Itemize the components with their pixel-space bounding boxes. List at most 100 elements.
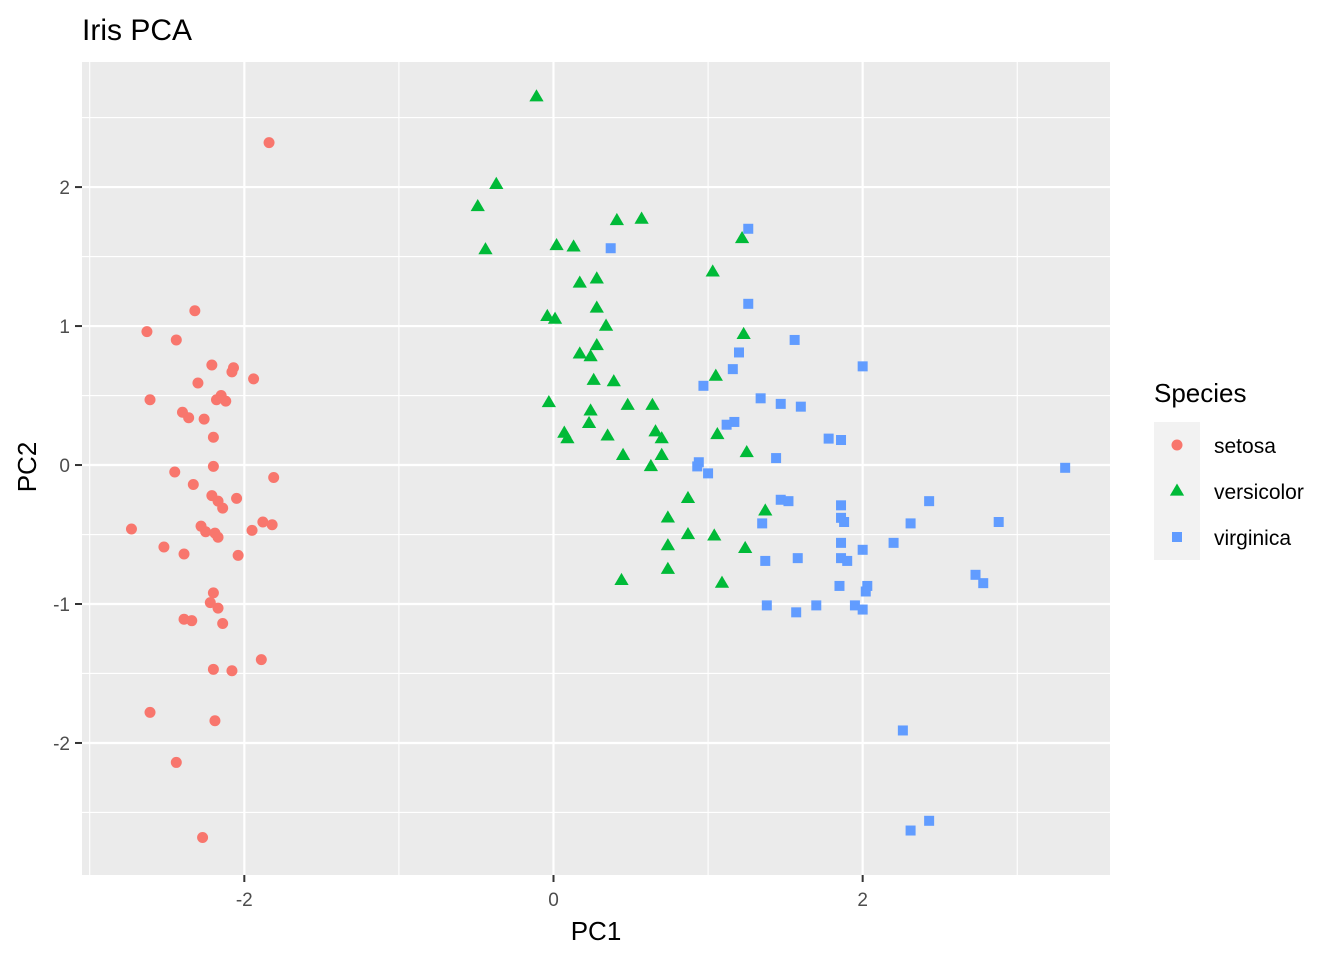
legend: Species setosa versicolor virginica — [1154, 378, 1304, 560]
legend-label-virginica: virginica — [1214, 527, 1291, 550]
y-tick-label: 1 — [59, 317, 70, 338]
virginica-point — [703, 468, 714, 479]
virginica-point — [733, 347, 744, 358]
x-tick-label: -2 — [236, 890, 253, 911]
versicolor-point — [614, 572, 629, 586]
setosa-point — [217, 617, 229, 629]
virginica-point — [839, 517, 850, 528]
setosa-point — [207, 663, 219, 675]
setosa-point — [231, 492, 243, 504]
legend-marker-virginica — [1172, 532, 1182, 542]
setosa-point — [170, 756, 182, 768]
setosa-point — [169, 466, 181, 478]
virginica-point — [862, 580, 873, 591]
x-axis-title: PC1 — [571, 916, 622, 946]
versicolor-point — [643, 458, 659, 472]
versicolor-point — [660, 510, 676, 523]
setosa-point — [226, 665, 238, 677]
setosa-point — [144, 394, 156, 406]
versicolor-point — [581, 415, 597, 428]
setosa-point — [200, 526, 212, 538]
versicolor-point — [660, 561, 676, 574]
versicolor-point — [609, 212, 624, 226]
virginica-point — [836, 553, 847, 564]
versicolor-point — [589, 300, 604, 313]
versicolor-point — [549, 237, 564, 251]
versicolor-point — [547, 311, 563, 324]
setosa-point — [144, 706, 156, 718]
setosa-point — [212, 602, 224, 614]
virginica-point — [775, 494, 786, 505]
virginica-point — [771, 453, 782, 464]
versicolor-point — [710, 426, 725, 440]
versicolor-point — [654, 431, 669, 444]
versicolor-point — [572, 346, 587, 359]
y-tick-label: 0 — [59, 456, 70, 477]
setosa-point — [197, 831, 209, 843]
setosa-point — [189, 305, 201, 317]
setosa-point — [226, 366, 238, 378]
setosa-point — [198, 413, 210, 425]
versicolor-point — [645, 397, 660, 410]
setosa-point — [192, 377, 204, 389]
virginica-point — [836, 435, 847, 446]
virginica-point — [993, 517, 1004, 528]
versicolor-point — [470, 199, 485, 212]
versicolor-point — [583, 349, 598, 362]
virginica-point — [924, 496, 935, 507]
virginica-point — [860, 586, 871, 597]
versicolor-point — [600, 428, 615, 441]
plot-panel — [82, 62, 1110, 875]
setosa-point — [207, 431, 219, 443]
y-tick-label: -1 — [53, 595, 70, 616]
virginica-point — [857, 604, 868, 615]
virginica-point — [857, 361, 868, 372]
virginica-point — [905, 825, 916, 836]
setosa-point — [125, 523, 137, 535]
series-setosa — [125, 137, 280, 843]
setosa-point — [217, 502, 229, 514]
versicolor-point — [707, 528, 722, 541]
versicolor-point — [736, 326, 751, 340]
virginica-point — [924, 815, 935, 826]
x-tick-label: 0 — [548, 890, 559, 911]
virginica-point — [836, 537, 847, 548]
data-points — [125, 89, 1071, 843]
versicolor-point — [589, 338, 604, 351]
versicolor-point — [572, 275, 587, 288]
virginica-point — [823, 433, 834, 444]
versicolor-point — [738, 540, 753, 554]
setosa-point — [183, 412, 195, 424]
versicolor-point — [620, 397, 635, 410]
versicolor-point — [529, 89, 544, 102]
versicolor-point — [541, 394, 556, 408]
versicolor-point — [705, 264, 720, 277]
versicolor-point — [654, 447, 669, 460]
setosa-point — [141, 326, 153, 338]
versicolor-point — [489, 176, 504, 189]
setosa-point — [186, 615, 198, 627]
virginica-point — [792, 553, 803, 564]
versicolor-point — [660, 538, 676, 551]
virginica-point — [727, 364, 738, 375]
versicolor-point — [708, 368, 723, 381]
virginica-point — [897, 725, 908, 736]
virginica-point — [761, 600, 772, 611]
virginica-point — [1060, 462, 1071, 473]
versicolor-point — [589, 271, 604, 284]
versicolor-point — [680, 490, 696, 504]
versicolor-point — [598, 318, 614, 331]
virginica-point — [605, 243, 616, 254]
setosa-point — [268, 472, 280, 484]
virginica-point — [811, 600, 822, 611]
setosa-point — [158, 541, 170, 553]
versicolor-point — [478, 242, 493, 255]
versicolor-point — [648, 424, 663, 437]
setosa-point — [248, 373, 260, 385]
setosa-point — [206, 359, 218, 371]
virginica-point — [978, 578, 989, 589]
versicolor-point — [714, 575, 730, 588]
virginica-point — [905, 518, 916, 529]
versicolor-point — [615, 447, 631, 460]
